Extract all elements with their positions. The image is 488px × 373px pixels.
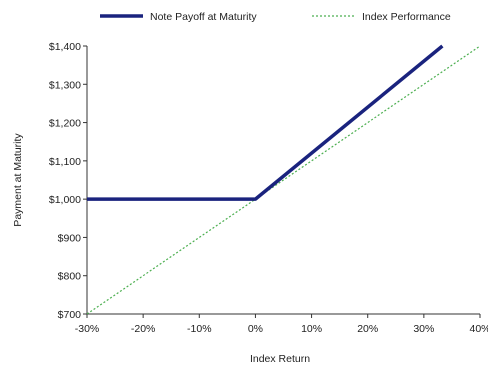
y-axis-title: Payment at Maturity — [12, 133, 24, 227]
y-tick-label: $1,100 — [49, 156, 81, 168]
y-tick-label: $800 — [58, 271, 82, 283]
plot-area — [86, 44, 481, 315]
x-tick-label: 20% — [357, 323, 378, 335]
y-tick-label: $1,400 — [49, 41, 81, 53]
x-tick-label: 30% — [413, 323, 434, 335]
y-tick-label: $1,000 — [49, 194, 81, 206]
legend-index-performance-label: Index Performance — [362, 11, 451, 23]
x-tick-label: -30% — [75, 323, 100, 335]
y-axis-ticks: $700 $800 $900 $1,000 $1,100 $1,200 $1,300 $1,4… — [49, 41, 87, 321]
x-tick-label: 10% — [301, 323, 322, 335]
y-tick-label: $700 — [58, 309, 82, 321]
y-tick-label: $1,300 — [49, 79, 81, 91]
note-payoff-line — [87, 44, 444, 201]
y-tick-label: $1,200 — [49, 118, 81, 130]
chart-legend: Note Payoff at Maturity Index Performance — [100, 11, 451, 23]
legend-note-payoff-label: Note Payoff at Maturity — [150, 11, 257, 23]
x-tick-label: -10% — [187, 323, 212, 335]
x-tick-label: 0% — [248, 323, 263, 335]
x-axis-ticks: -30% -20% -10% 0% 10% 20% 30% 40% — [75, 314, 488, 335]
x-axis-title: Index Return — [250, 353, 310, 365]
x-tick-label: -20% — [131, 323, 156, 335]
y-tick-label: $900 — [58, 232, 82, 244]
x-tick-label: 40% — [469, 323, 488, 335]
index-performance-line — [86, 45, 481, 315]
